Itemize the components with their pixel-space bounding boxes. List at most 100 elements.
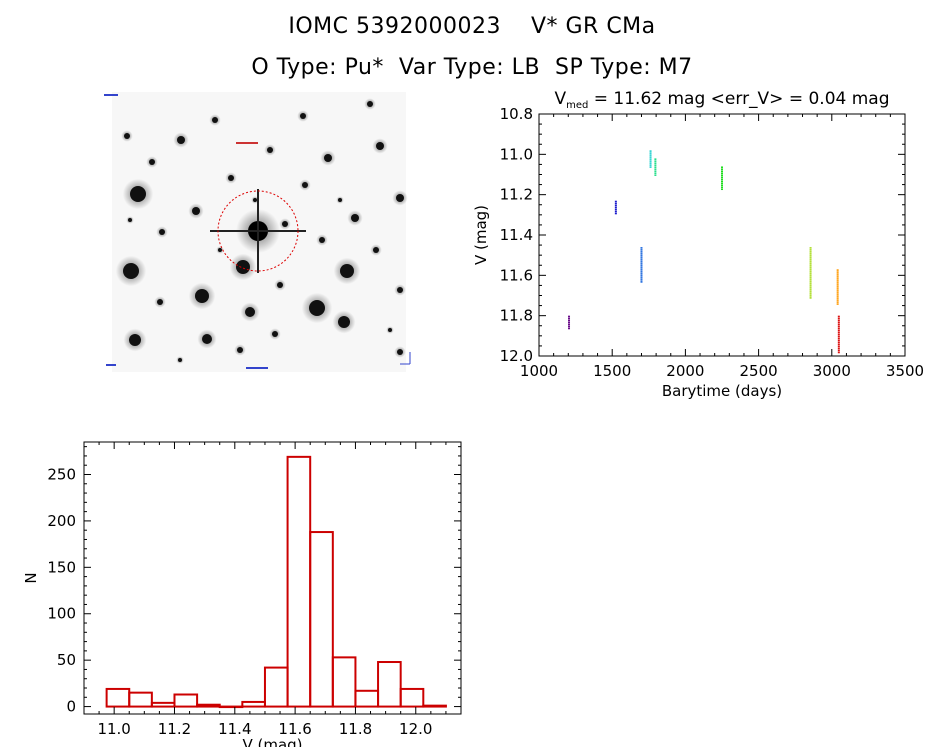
x-axis-label: Barytime (days) (662, 382, 782, 400)
data-point (721, 180, 723, 183)
data-point (649, 164, 652, 166)
chart-subtitle: O Type: Pu* Var Type: LB SP Type: M7 (251, 55, 693, 80)
data-point (809, 281, 812, 283)
data-point (809, 261, 812, 263)
star (129, 334, 141, 346)
star (302, 182, 308, 188)
data-point (837, 315, 840, 318)
histogram-bar (173, 693, 199, 708)
x-tick-label: 1500 (593, 362, 631, 380)
data-point (568, 321, 571, 324)
histogram-bar (286, 455, 312, 708)
data-point (654, 170, 657, 172)
histogram-bar (241, 700, 266, 708)
plot-frame (83, 441, 462, 715)
star (267, 147, 273, 153)
star (130, 186, 146, 202)
data-point (649, 152, 652, 154)
data-point (837, 323, 840, 326)
y-tick-label: 200 (47, 512, 76, 530)
histogram-bar (331, 656, 357, 708)
x-tick-label: 2000 (666, 362, 704, 380)
data-point (568, 327, 571, 330)
star (376, 142, 384, 150)
data-point (721, 176, 723, 179)
data-point (649, 162, 652, 164)
data-point (837, 329, 840, 332)
data-point (837, 349, 840, 352)
finder-label-mark (236, 142, 258, 144)
star (300, 113, 306, 119)
data-point (654, 164, 657, 166)
data-point (654, 160, 657, 162)
y-tick-label: 10.8 (500, 105, 533, 123)
histogram-bar (196, 703, 221, 708)
data-point (614, 206, 617, 209)
data-point (836, 295, 839, 297)
data-point (836, 281, 839, 283)
y-tick-label: 12.0 (500, 347, 533, 365)
data-point (836, 293, 839, 295)
histogram-bar (263, 666, 289, 708)
star (218, 248, 222, 252)
star (192, 207, 200, 215)
star (228, 175, 234, 181)
data-point (649, 154, 652, 156)
data-point (809, 257, 812, 259)
data-point (836, 279, 839, 281)
star (177, 136, 185, 144)
data-point (809, 275, 812, 277)
data-point (837, 351, 840, 354)
data-point (809, 251, 812, 253)
data-point (640, 263, 643, 265)
data-point (640, 247, 643, 249)
data-point (837, 345, 840, 348)
data-point (721, 188, 723, 191)
star (388, 328, 392, 332)
y-axis-label: N (22, 572, 40, 583)
star (367, 101, 373, 107)
data-point (640, 277, 643, 279)
finder-corner-mark (106, 364, 116, 366)
data-point (649, 156, 652, 158)
data-point (836, 283, 839, 285)
histogram-bar (309, 531, 334, 708)
y-tick-label: 11.2 (500, 186, 533, 204)
histogram-bar (422, 704, 447, 708)
data-point (649, 160, 652, 162)
histogram-bar (354, 689, 380, 708)
star (309, 300, 325, 316)
star (124, 133, 130, 139)
star (212, 117, 218, 123)
data-point (614, 210, 617, 213)
data-point (809, 283, 812, 285)
y-tick-label: 11.0 (500, 145, 533, 163)
star (282, 221, 288, 227)
data-point (809, 271, 812, 273)
data-point (654, 172, 657, 174)
star (277, 282, 283, 288)
data-point (837, 327, 840, 330)
data-point (640, 281, 643, 283)
y-tick-label: 100 (47, 605, 76, 623)
data-point (654, 174, 657, 176)
data-point (614, 204, 617, 207)
data-point (640, 271, 643, 273)
data-point (721, 184, 723, 187)
data-point (640, 267, 643, 269)
data-point (809, 285, 812, 287)
data-point (837, 331, 840, 334)
y-tick-label: 50 (57, 651, 76, 669)
star (397, 349, 403, 355)
y-axis-label: V (mag) (472, 205, 490, 265)
data-point (721, 172, 723, 175)
star (351, 214, 359, 222)
data-point (721, 174, 723, 177)
data-point (654, 168, 657, 170)
star (237, 347, 243, 353)
star (149, 159, 155, 165)
star (202, 334, 212, 344)
data-point (837, 343, 840, 346)
y-tick-label: 250 (47, 465, 76, 483)
